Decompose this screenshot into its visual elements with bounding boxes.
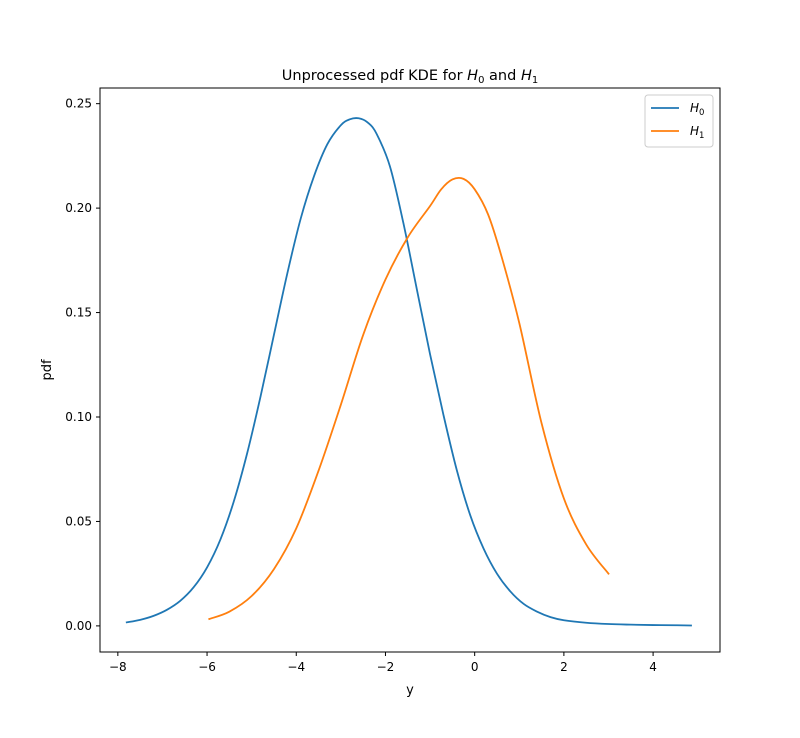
y-tick-label: 0.15 [65,306,92,320]
series-line-h0 [125,117,692,627]
x-tick-label: −4 [287,660,305,674]
chart-title: Unprocessed pdf KDE for H0 and H1 [282,68,538,86]
legend-subscript-h0: 0 [699,108,704,118]
x-tick-label: −8 [109,660,127,674]
x-tick-label: −6 [198,660,216,674]
legend: H0 H1 [644,94,714,148]
plot-area-frame [99,87,721,653]
x-tick-label: −2 [377,660,395,674]
title-symbol-h1: H [521,68,532,84]
y-tick-label: 0.20 [65,201,92,215]
title-subscript-0: 0 [478,75,484,86]
title-subscript-1: 1 [532,75,538,86]
title-symbol-h0: H [467,68,478,84]
x-tick-label: 4 [649,660,657,674]
title-mid: and [484,68,521,84]
series-line-h1 [208,176,610,621]
title-prefix: Unprocessed pdf KDE for [282,68,467,84]
legend-label-h1: H1 [690,124,704,141]
legend-label-h0: H0 [690,101,704,118]
series-layer [125,117,692,627]
legend-symbol-h0: H [690,101,699,115]
y-axis-label: pdf [40,359,55,381]
legend-subscript-h1: 1 [699,131,704,141]
x-tick-label: 2 [560,660,568,674]
x-axis-label: y [406,683,414,698]
ticks-layer: −8 −6 −4 −2 0 2 4 0.00 0.05 0.10 0.15 0.20 0.25 [65,97,657,674]
y-tick-label: 0.25 [65,97,92,111]
y-tick-label: 0.05 [65,514,92,528]
x-tick-label: 0 [471,660,479,674]
y-tick-label: 0.10 [65,410,92,424]
legend-symbol-h1: H [690,124,699,138]
y-tick-label: 0.00 [65,619,92,633]
